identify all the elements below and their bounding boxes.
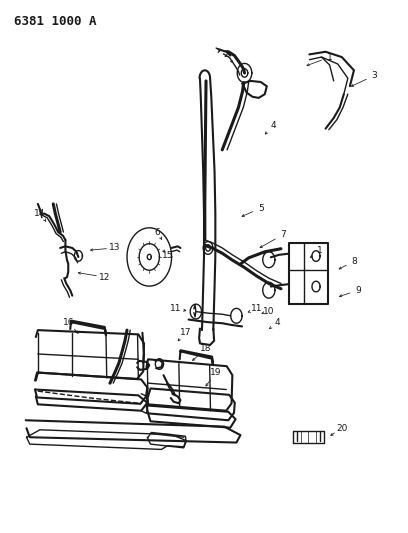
Text: 11: 11 <box>170 304 182 313</box>
Text: 6381 1000 A: 6381 1000 A <box>13 14 96 28</box>
Text: 8: 8 <box>351 257 357 265</box>
Text: 1: 1 <box>317 246 322 255</box>
Text: 4: 4 <box>270 122 276 131</box>
Text: 2: 2 <box>224 50 229 59</box>
Text: 15: 15 <box>162 252 173 261</box>
Text: 10: 10 <box>263 307 275 316</box>
Text: 3: 3 <box>371 71 377 80</box>
Text: 4: 4 <box>274 318 280 327</box>
Text: 5: 5 <box>258 204 264 213</box>
Text: 13: 13 <box>109 244 121 253</box>
Text: 7: 7 <box>280 230 286 239</box>
Text: 16: 16 <box>62 318 74 327</box>
Text: 17: 17 <box>180 328 191 337</box>
Text: 19: 19 <box>211 368 222 377</box>
Text: 11: 11 <box>251 304 262 313</box>
Text: 9: 9 <box>355 286 361 295</box>
Text: 1: 1 <box>327 53 333 62</box>
Text: 6: 6 <box>155 228 160 237</box>
Text: 12: 12 <box>99 272 111 281</box>
Text: 18: 18 <box>200 344 212 353</box>
Text: 20: 20 <box>336 424 348 433</box>
Text: 14: 14 <box>34 209 46 218</box>
